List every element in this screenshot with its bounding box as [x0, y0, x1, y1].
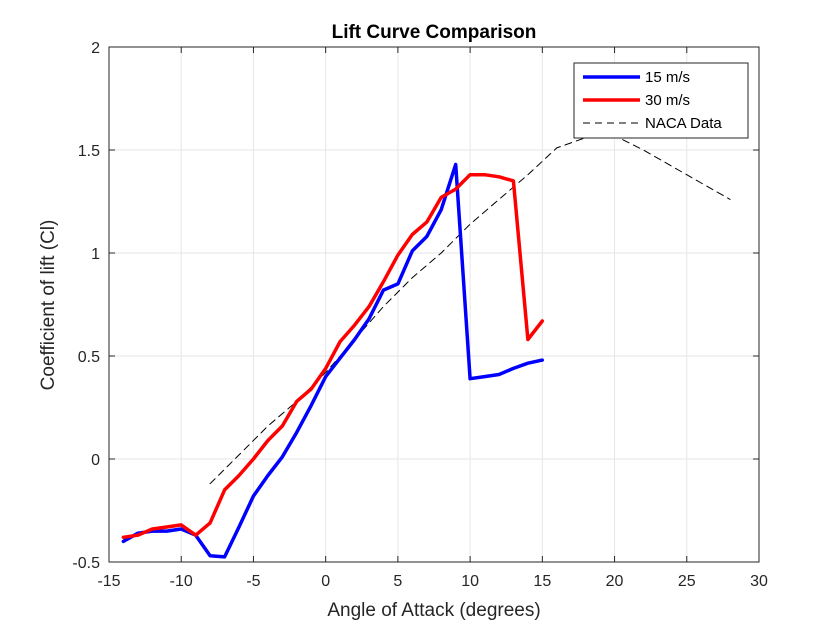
- chart-title: Lift Curve Comparison: [332, 22, 537, 43]
- legend-label-1: 30 m/s: [645, 92, 690, 109]
- series-lines: [121, 135, 731, 559]
- y-tick-label: -0.5: [72, 555, 100, 572]
- y-tick-label: 1: [91, 246, 100, 263]
- x-tick-label: 0: [321, 573, 330, 590]
- x-tick-label: 30: [750, 573, 768, 590]
- x-tick-label: 5: [393, 573, 402, 590]
- y-tick-label: 0: [91, 452, 100, 469]
- legend: 15 m/s 30 m/s NACA Data: [573, 62, 749, 139]
- legend-label-0: 15 m/s: [645, 69, 690, 86]
- y-axis-label: Coefficient of lift (Cl): [38, 220, 59, 391]
- grid: [109, 47, 759, 562]
- x-tick-label: 15: [533, 573, 551, 590]
- x-axis-label: Angle of Attack (degrees): [327, 600, 540, 621]
- axis-ticks: -15 -10 -5 0 5 10 15 20 25 30 -0.5 0 0.5 1 1.5 2: [72, 40, 768, 590]
- y-tick-label: 1.5: [78, 143, 100, 160]
- series-line-1: [121, 172, 545, 540]
- y-tick-label: 0.5: [78, 349, 100, 366]
- legend-entries: 15 m/s 30 m/s NACA Data: [583, 69, 722, 132]
- x-tick-label: -5: [246, 573, 260, 590]
- y-tick-label: 2: [91, 40, 100, 57]
- x-tick-label: 25: [678, 573, 696, 590]
- x-tick-label: -10: [170, 573, 193, 590]
- legend-label-2: NACA Data: [645, 115, 722, 132]
- plot-frame: [108, 46, 760, 563]
- x-tick-label: 20: [606, 573, 624, 590]
- x-tick-label: 10: [461, 573, 479, 590]
- x-tick-label: -15: [97, 573, 120, 590]
